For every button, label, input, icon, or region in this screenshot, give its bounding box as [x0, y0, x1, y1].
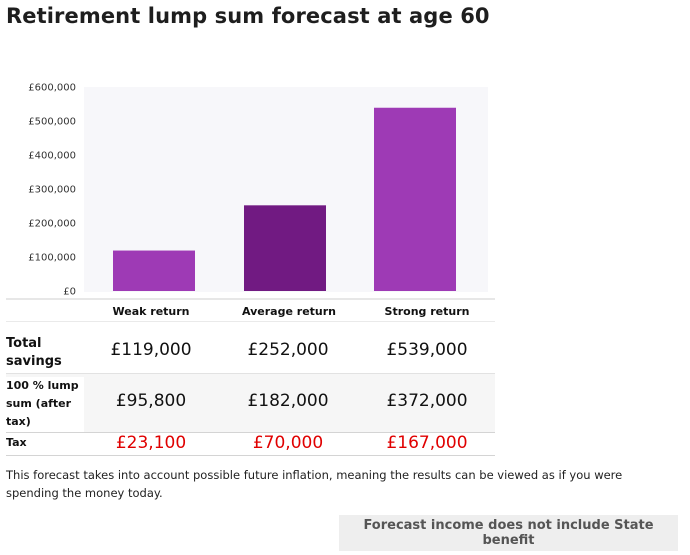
x-category-label: Weak return: [113, 305, 190, 318]
bar-strong-return: [374, 107, 456, 292]
value-strong: £167,000: [386, 433, 468, 453]
value-weak: £119,000: [110, 340, 192, 360]
y-axis-ticks: £0 £100,000 £200,000 £300,000 £400,000 £500,0…: [28, 83, 76, 298]
table-row-total-savings: Total savings £119,000 £252,000 £539,000: [6, 323, 495, 374]
row-label: 100 % lump sum (after tax): [6, 377, 84, 432]
y-tick-label: £200,000: [28, 219, 76, 230]
state-benefit-button[interactable]: Forecast income does not include State b…: [339, 515, 678, 551]
value-average: £252,000: [247, 340, 329, 360]
value-average: £70,000: [252, 433, 324, 453]
table-row-tax: Tax £23,100 £70,000 £167,000: [6, 433, 495, 456]
y-tick-label: £500,000: [28, 117, 76, 128]
bar-weak-return: [113, 250, 195, 291]
y-tick-label: £400,000: [28, 151, 76, 162]
bars: [113, 107, 456, 292]
value-strong: £372,000: [386, 391, 468, 411]
value-weak: £95,800: [115, 391, 187, 411]
x-category-label: Strong return: [385, 305, 470, 318]
bar-average-return: [244, 205, 326, 291]
x-category-label: Average return: [242, 305, 336, 318]
y-tick-label: £100,000: [28, 253, 76, 264]
page-title: Retirement lump sum forecast at age 60: [6, 4, 490, 28]
x-axis-categories: Weak return Average return Strong return: [113, 305, 470, 318]
row-label: Tax: [6, 436, 27, 449]
bar-chart: £0 £100,000 £200,000 £300,000 £400,000 £500,0…: [6, 83, 495, 322]
table-row-lump-sum: 100 % lump sum (after tax) £95,800 £182,…: [6, 374, 495, 433]
value-average: £182,000: [247, 391, 329, 411]
y-tick-label: £300,000: [28, 185, 76, 196]
y-tick-label: £0: [63, 287, 76, 298]
y-tick-label: £600,000: [28, 83, 76, 94]
row-label: Total savings: [6, 336, 62, 369]
value-strong: £539,000: [386, 340, 468, 360]
inflation-note: This forecast takes into account possibl…: [6, 468, 623, 500]
value-weak: £23,100: [115, 433, 187, 453]
